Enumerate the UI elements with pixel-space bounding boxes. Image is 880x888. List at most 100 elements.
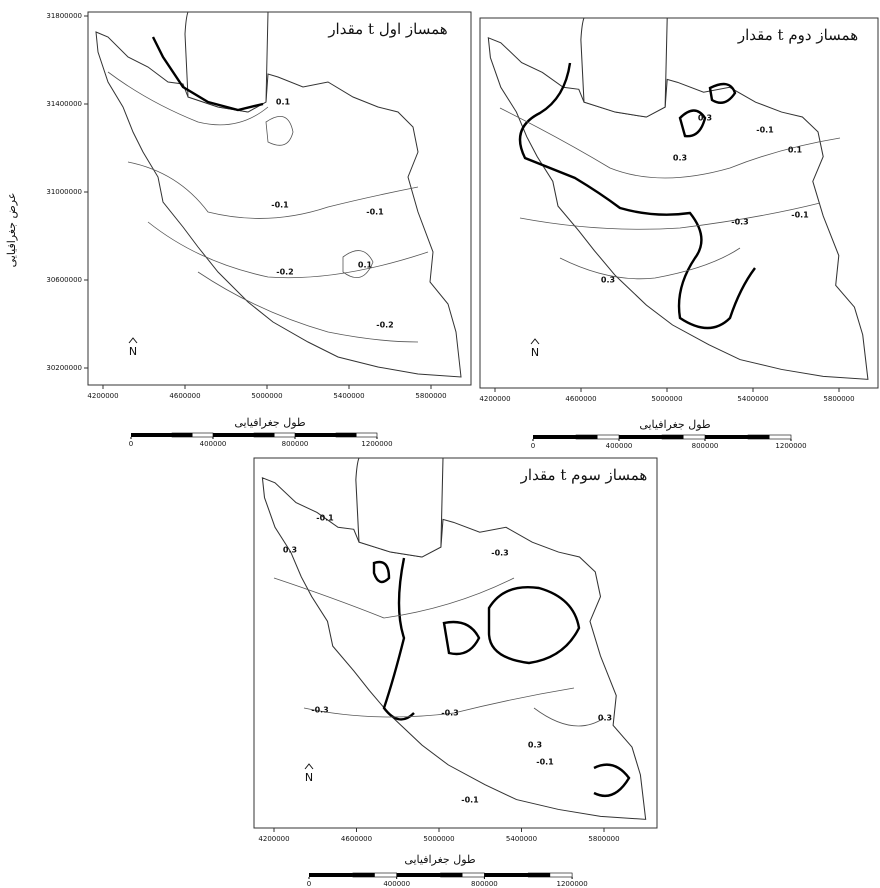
frame	[87, 11, 472, 386]
contour	[273, 577, 515, 619]
x-tick-label: 5400000	[506, 835, 537, 843]
x-tick-label: 5800000	[823, 395, 854, 403]
scale-bar-segment	[254, 433, 275, 437]
contour	[127, 161, 419, 219]
scale-bar-label: 0	[307, 880, 311, 888]
x-tick-label: 4600000	[341, 835, 372, 843]
frame	[253, 457, 658, 829]
contour-label: -0.1	[461, 796, 479, 805]
panel-title: مقدار t همساز اول	[327, 20, 447, 38]
scale-bar-segment	[336, 433, 357, 437]
contour	[303, 687, 575, 718]
scale-bar-segment	[295, 433, 336, 437]
x-tick-label: 5000000	[651, 395, 682, 403]
panel-title: مقدار t همساز دوم	[737, 26, 858, 44]
contour-label: -0.2	[376, 321, 394, 330]
contour	[518, 62, 756, 330]
scale-bar-label: 400000	[606, 442, 633, 450]
contour-label: 0.3	[601, 276, 615, 285]
contour	[382, 557, 415, 721]
x-tick-label: 5800000	[415, 392, 446, 400]
contour	[147, 221, 429, 279]
y-tick-label: 31000000	[46, 188, 82, 196]
scale-bar-label: 0	[129, 440, 133, 448]
y-tick-label: 31800000	[46, 12, 82, 20]
contour-label: -0.1	[366, 208, 384, 217]
north-arrow-head	[304, 763, 314, 770]
contour-label: 0.1	[358, 261, 373, 270]
panel: مقدار t همساز سوم N -0.1 -0.3 0.3 -0.3 -0.3 0.3…	[253, 457, 658, 829]
sea	[580, 17, 668, 118]
scale-bar-label: 1200000	[557, 880, 588, 888]
contour-label: -0.3	[731, 218, 749, 227]
scale-bar-segment	[705, 435, 748, 439]
contour-label: -0.1	[316, 514, 334, 523]
y-tick-label: 30200000	[46, 364, 82, 372]
y-tick-label: 31400000	[46, 100, 82, 108]
contour-label: -0.1	[756, 126, 774, 135]
scale-bar-label: 800000	[282, 440, 309, 448]
scale-bar-segment	[619, 435, 662, 439]
scale-bar-label: 0	[531, 442, 535, 450]
contour-label: -0.3	[491, 549, 509, 558]
contour	[197, 271, 419, 343]
scale-bar-segment	[748, 435, 770, 439]
scale-bar-label: 800000	[692, 442, 719, 450]
contour-label: -0.3	[441, 709, 459, 718]
y-axis-label: عرض جغرافیایی	[5, 193, 18, 268]
scale-bar-label: 400000	[200, 440, 227, 448]
scale-bar-segment	[484, 873, 529, 877]
north-arrow-head	[530, 338, 540, 345]
contour-label: 0.3	[283, 546, 297, 555]
contour	[107, 71, 269, 126]
scale-bar-segment	[528, 873, 551, 877]
panel: مقدار t همساز اول N 0.1 -0.1 -0.1 -0.2 0.1 -0.2	[87, 11, 472, 386]
contour-label: -0.1	[271, 201, 289, 210]
scale-bar-label: 1200000	[775, 442, 806, 450]
x-tick-label: 4600000	[565, 395, 596, 403]
contour-label: -0.1	[536, 758, 554, 767]
contour	[342, 250, 374, 279]
panel-title: مقدار t همساز سوم	[520, 466, 648, 484]
scale-bar-segment	[576, 435, 598, 439]
scale-bar-segment	[213, 433, 254, 437]
contour	[593, 763, 631, 798]
x-tick-label: 5400000	[737, 395, 768, 403]
contour	[519, 202, 821, 230]
north-arrow: N	[129, 345, 137, 358]
contour	[678, 109, 707, 138]
north-arrow: N	[531, 346, 539, 359]
x-tick-label: 5000000	[423, 835, 454, 843]
frame	[479, 17, 879, 389]
scale-bar-segment	[352, 873, 375, 877]
x-tick-label: 4600000	[169, 392, 200, 400]
scale-bar-segment	[440, 873, 463, 877]
north-arrow: N	[305, 771, 313, 784]
x-tick-label: 5800000	[588, 835, 619, 843]
x-tick-label: 5400000	[333, 392, 364, 400]
x-tick-label: 4200000	[479, 395, 510, 403]
scale-bar-label: 1200000	[361, 440, 392, 448]
north-arrow-head	[128, 337, 138, 344]
contour-label: 0.3	[528, 741, 542, 750]
scale-bar-segment	[309, 873, 353, 877]
scale-bar-segment	[533, 435, 576, 439]
contour-label: 0.1	[788, 146, 803, 155]
x-axis-label: طول جغرافیایی	[404, 853, 476, 866]
contour	[442, 620, 481, 656]
contour	[533, 707, 605, 727]
contour	[265, 115, 294, 146]
contour-label: -0.1	[791, 211, 809, 220]
contour-label: 0.1	[276, 98, 291, 107]
x-tick-label: 5000000	[251, 392, 282, 400]
scale-bar-segment	[662, 435, 684, 439]
contour-label: 0.3	[698, 114, 712, 123]
contour	[372, 560, 391, 584]
contour-label: 0.3	[673, 154, 687, 163]
contour	[151, 36, 264, 112]
contour	[708, 82, 737, 104]
contour	[559, 247, 741, 280]
scale-bar-label: 400000	[383, 880, 410, 888]
panel: مقدار t همساز دوم N 0.3 -0.1 0.1 0.3 -0.1 -0.3 0…	[479, 17, 879, 389]
